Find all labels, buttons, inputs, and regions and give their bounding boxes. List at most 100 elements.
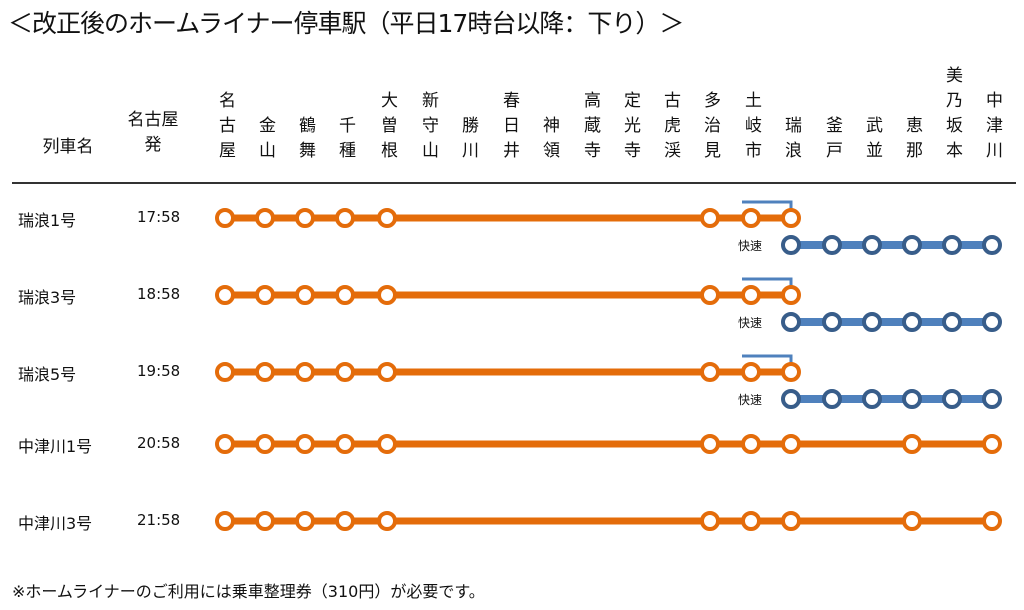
station-header: 大曽根 xyxy=(377,91,397,166)
rapid-stop-marker xyxy=(902,235,922,255)
station-header: 武並 xyxy=(862,116,882,166)
stop-marker xyxy=(377,434,397,454)
stop-marker xyxy=(215,511,235,531)
rapid-stop-marker xyxy=(862,389,882,409)
stop-marker xyxy=(902,511,922,531)
stop-marker xyxy=(255,434,275,454)
stop-marker xyxy=(781,208,801,228)
station-header: 美乃坂本 xyxy=(942,66,962,166)
station-header: 瑞浪 xyxy=(781,116,801,166)
stop-marker xyxy=(741,208,761,228)
rapid-label: 快速 xyxy=(738,316,763,330)
rapid-stop-marker xyxy=(902,389,922,409)
stop-marker xyxy=(215,362,235,382)
stop-marker xyxy=(377,362,397,382)
station-header: 釜戸 xyxy=(822,116,842,166)
stop-marker xyxy=(255,285,275,305)
rapid-stop-marker xyxy=(822,235,842,255)
station-header: 金山 xyxy=(255,116,275,166)
train-name: 中津川1号 xyxy=(18,437,93,456)
stop-marker xyxy=(335,362,355,382)
stop-marker xyxy=(741,362,761,382)
stop-marker xyxy=(215,434,235,454)
stop-marker xyxy=(902,434,922,454)
rapid-stop-marker xyxy=(781,389,801,409)
station-header: 高蔵寺 xyxy=(580,91,600,166)
stop-marker xyxy=(781,362,801,382)
stop-marker xyxy=(741,285,761,305)
rapid-stop-marker xyxy=(942,389,962,409)
stop-marker xyxy=(700,362,720,382)
stop-marker xyxy=(781,434,801,454)
stop-marker xyxy=(295,434,315,454)
transfer-bracket xyxy=(742,277,793,287)
transfer-bracket xyxy=(742,354,793,364)
stop-marker xyxy=(741,511,761,531)
rapid-stop-marker xyxy=(862,312,882,332)
stop-marker xyxy=(700,208,720,228)
header-train-name: 列車名 xyxy=(42,137,94,157)
station-header: 古虎渓 xyxy=(660,91,680,166)
stop-marker xyxy=(700,434,720,454)
stop-marker xyxy=(295,511,315,531)
rapid-label: 快速 xyxy=(738,239,763,253)
footnote: ※ホームライナーのご利用には乗車整理券（310円）が必要です。 xyxy=(12,582,485,601)
transfer-bracket xyxy=(742,200,793,210)
rapid-stop-marker xyxy=(942,235,962,255)
page-title: ＜改正後のホームライナー停車駅（平日17時台以降：下り）＞ xyxy=(8,9,684,38)
stop-marker xyxy=(335,208,355,228)
station-header: 定光寺 xyxy=(620,91,640,166)
header-divider xyxy=(12,182,1016,184)
rapid-stop-marker xyxy=(982,235,1002,255)
departure-time: 20:58 xyxy=(137,434,181,452)
train-name: 瑞浪1号 xyxy=(18,211,77,230)
rapid-stop-marker xyxy=(781,235,801,255)
stop-marker xyxy=(255,511,275,531)
rapid-stop-marker xyxy=(902,312,922,332)
rapid-stop-marker xyxy=(822,389,842,409)
rapid-stop-marker xyxy=(862,235,882,255)
stop-marker xyxy=(295,362,315,382)
stop-marker xyxy=(377,285,397,305)
station-header: 春日井 xyxy=(499,91,519,166)
stop-marker xyxy=(335,511,355,531)
station-header: 鶴舞 xyxy=(295,116,315,166)
stop-marker xyxy=(215,285,235,305)
stop-marker xyxy=(335,285,355,305)
stop-marker xyxy=(982,511,1002,531)
departure-time: 19:58 xyxy=(137,362,181,380)
rapid-stop-marker xyxy=(982,389,1002,409)
stop-marker xyxy=(781,511,801,531)
departure-time: 18:58 xyxy=(137,285,181,303)
stop-marker xyxy=(255,208,275,228)
train-name: 瑞浪3号 xyxy=(18,288,77,307)
station-header: 多治見 xyxy=(700,91,720,166)
train-name: 中津川3号 xyxy=(18,514,93,533)
stop-marker xyxy=(295,208,315,228)
station-header: 千種 xyxy=(335,116,355,166)
stop-marker xyxy=(377,208,397,228)
stop-marker xyxy=(700,511,720,531)
stop-marker xyxy=(335,434,355,454)
rapid-stop-marker xyxy=(942,312,962,332)
station-header: 勝川 xyxy=(458,116,478,166)
station-header: 名古屋 xyxy=(215,91,235,166)
station-header: 新守山 xyxy=(418,91,438,166)
departure-time: 17:58 xyxy=(137,208,181,226)
rapid-stop-marker xyxy=(982,312,1002,332)
rapid-stop-marker xyxy=(822,312,842,332)
stop-marker xyxy=(377,511,397,531)
station-header: 恵那 xyxy=(902,116,922,166)
stop-marker xyxy=(295,285,315,305)
stop-marker xyxy=(700,285,720,305)
station-header: 中津川 xyxy=(982,91,1002,166)
stop-marker xyxy=(982,434,1002,454)
station-header: 土岐市 xyxy=(741,91,761,166)
stop-marker xyxy=(781,285,801,305)
departure-time: 21:58 xyxy=(137,511,181,529)
stop-marker xyxy=(255,362,275,382)
rapid-label: 快速 xyxy=(738,393,763,407)
rapid-stop-marker xyxy=(781,312,801,332)
